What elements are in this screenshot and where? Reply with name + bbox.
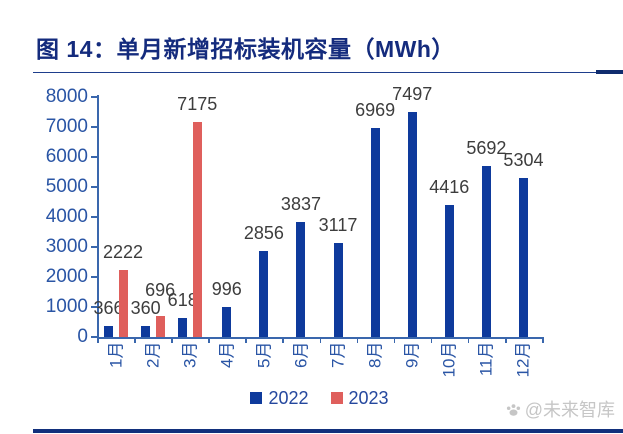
x-tick [467,337,470,343]
data-label: 3837 [280,193,321,214]
bar-2022-5月 [259,251,269,337]
legend-item-2022: 2022 [250,388,309,408]
x-tick [356,337,359,343]
y-tick [91,306,97,308]
y-tick [91,276,97,278]
bar-2022-11月 [481,166,491,337]
x-tick [319,337,322,343]
data-label: 6969 [355,99,396,120]
y-axis-label: 8000 [45,86,88,107]
x-tick [208,337,210,343]
data-label: 996 [211,279,242,300]
data-label: 360 [130,298,161,319]
data-label: 2222 [103,242,144,263]
x-tick [393,337,396,343]
y-axis-label: 0 [77,326,88,347]
chart-legend: 2022 2023 [97,388,542,408]
bar-2022-10月 [444,204,454,337]
legend-item-2023: 2023 [330,388,389,408]
bar-2023-2月 [155,316,165,337]
bar-2022-8月 [370,127,380,337]
y-axis-label: 4000 [45,206,88,227]
y-axis-label: 6000 [45,146,88,167]
y-tick [91,186,97,188]
x-tick [430,337,433,343]
y-tick [91,246,97,248]
x-tick [245,337,247,343]
y-axis-label: 2000 [45,266,88,287]
x-tick [542,337,544,343]
y-tick [91,336,97,338]
bar-2022-2月 [141,326,151,337]
bar-2023-1月 [118,270,128,337]
bottom-border [33,429,623,433]
figure-title: 图 14：单月新增招标装机容量（MWh） [36,36,455,62]
legend-label: 2022 [268,388,309,408]
data-label: 366 [93,298,124,319]
bar-2022-3月 [178,318,188,337]
data-label: 5304 [503,149,544,170]
data-label: 4416 [429,176,470,197]
paw-icon [505,401,522,418]
y-tick [91,156,97,158]
data-label: 2856 [243,223,284,244]
legend-swatch [330,392,343,404]
bar-2022-12月 [518,177,528,337]
title-underline-accent [596,69,623,74]
y-axis-label: 5000 [45,176,88,197]
legend-swatch [250,392,263,404]
bar-2023-3月 [192,121,202,337]
data-label: 696 [145,280,176,301]
legend-label: 2023 [348,388,389,408]
x-tick [97,337,99,343]
y-axis-label: 1000 [45,296,88,317]
x-tick [504,337,507,343]
bar-2022-7月 [333,243,343,337]
data-label: 618 [167,290,198,311]
bar-2022-4月 [222,307,232,337]
y-axis-label: 7000 [45,116,88,137]
data-label: 7175 [177,93,218,114]
data-label: 3117 [318,215,358,236]
bar-2022-6月 [296,221,306,337]
bar-2022-1月 [104,326,114,337]
y-axis-line [97,95,99,337]
x-tick [171,337,173,343]
title-underline [33,71,602,74]
y-tick [91,126,97,128]
y-tick [91,216,97,218]
watermark-text: @未来智库 [524,400,615,420]
y-axis-label: 3000 [45,236,88,257]
bar-2022-9月 [407,112,417,337]
data-label: 5692 [466,138,507,159]
y-tick [91,96,97,98]
watermark: @未来智库 [505,396,615,422]
data-label: 7497 [392,84,433,105]
x-tick [134,337,136,343]
x-tick [282,337,284,343]
